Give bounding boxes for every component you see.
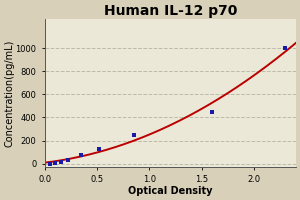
Point — [58, 160, 63, 163]
Point — [97, 147, 102, 150]
Point — [283, 47, 288, 50]
Point — [48, 162, 52, 165]
Title: Human IL-12 p70: Human IL-12 p70 — [104, 4, 237, 18]
X-axis label: Optical Density: Optical Density — [128, 186, 213, 196]
Point — [131, 133, 136, 136]
Point — [65, 158, 70, 161]
Point — [210, 110, 214, 113]
Y-axis label: Concentration(pg/mL): Concentration(pg/mL) — [4, 40, 14, 147]
Point — [79, 153, 84, 157]
Point — [53, 161, 58, 164]
